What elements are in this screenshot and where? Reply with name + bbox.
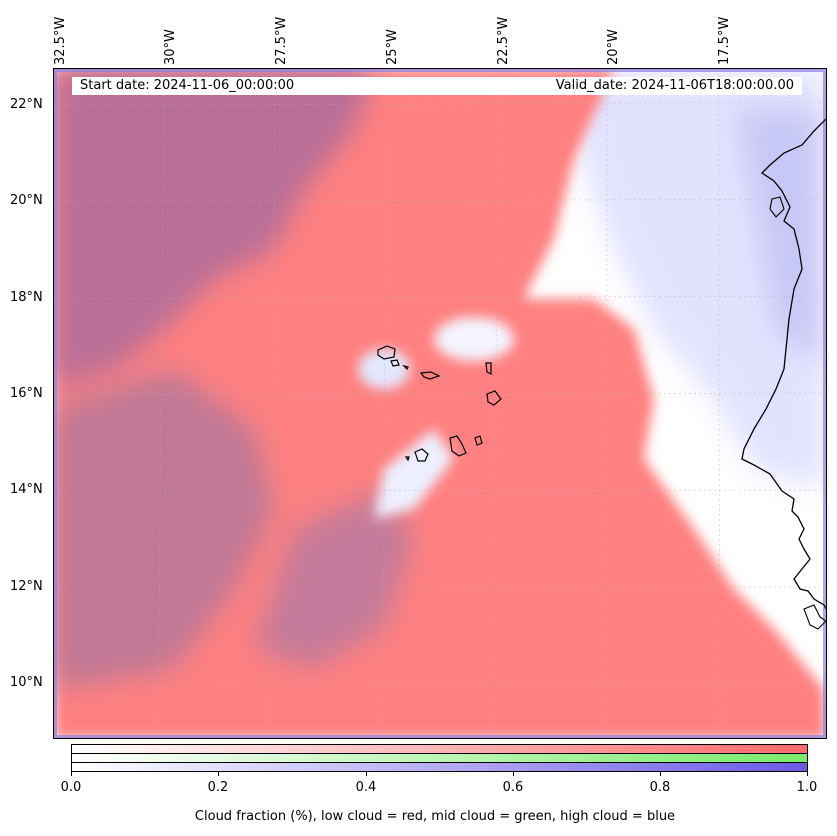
longitude-axis: 32.5°W 30°W 27.5°W 25°W 22.5°W 20°W 17.5…: [0, 0, 837, 68]
island: [419, 371, 441, 380]
colorbar-low-cloud: [72, 745, 807, 754]
coast-detail: [803, 604, 826, 630]
date-info-bar: Start date: 2024-11-06_00:00:00 Valid_da…: [72, 77, 802, 95]
africa-coastline: [741, 118, 826, 610]
gridlines: [54, 69, 826, 738]
lat-label: 16°N: [10, 386, 43, 401]
islands: [377, 345, 502, 462]
colorbar-tick: [218, 772, 219, 776]
colorbar: [71, 744, 808, 772]
island: [449, 435, 467, 457]
colorbar-tick: [366, 772, 367, 776]
colorbar-tick: [513, 772, 514, 776]
lon-label: 25°W: [385, 29, 400, 65]
lon-label: 32.5°W: [53, 16, 68, 65]
colorbar-high-cloud: [72, 763, 807, 771]
lat-label: 14°N: [10, 482, 43, 497]
island: [404, 456, 410, 462]
lat-label: 12°N: [10, 579, 43, 594]
colorbar-tick: [660, 772, 661, 776]
colorbar-tick-label: 0.4: [355, 780, 377, 795]
colorbar-mid-cloud: [72, 754, 807, 763]
island: [414, 448, 429, 462]
island: [485, 362, 492, 375]
lon-label: 30°W: [163, 29, 178, 65]
colorbar-tick: [807, 772, 808, 776]
overlap-cloud-northwest: [54, 69, 414, 689]
colorbar-tick: [71, 772, 72, 776]
lon-label: 27.5°W: [274, 16, 289, 65]
colorbar-label: Cloud fraction (%), low cloud = red, mid…: [194, 809, 676, 824]
start-date: Start date: 2024-11-06_00:00:00: [80, 78, 295, 93]
coast-detail: [769, 196, 785, 218]
lat-label: 22°N: [10, 97, 43, 112]
valid-date: Valid_date: 2024-11-06T18:00:00.00: [555, 78, 794, 93]
colorbar-tick-label: 0.2: [207, 780, 229, 795]
island: [377, 345, 396, 360]
colorbar-tick-label: 1.0: [796, 780, 818, 795]
lat-label: 10°N: [10, 675, 43, 690]
island: [474, 435, 483, 446]
clear-patches: [358, 317, 514, 519]
map-canvas: [54, 69, 826, 738]
lon-label: 22.5°W: [496, 16, 511, 65]
cloud-fraction-map[interactable]: Start date: 2024-11-06_00:00:00 Valid_da…: [53, 68, 827, 739]
colorbar-tick-label: 0.0: [60, 780, 82, 795]
island: [402, 364, 409, 371]
island: [390, 359, 400, 367]
island: [486, 390, 502, 406]
lon-label: 17.5°W: [717, 16, 732, 65]
lon-label: 20°W: [606, 29, 621, 65]
colorbar-tick-label: 0.6: [502, 780, 524, 795]
lat-label: 18°N: [10, 290, 43, 305]
colorbar-tick-label: 0.8: [649, 780, 671, 795]
lat-label: 20°N: [10, 193, 43, 208]
